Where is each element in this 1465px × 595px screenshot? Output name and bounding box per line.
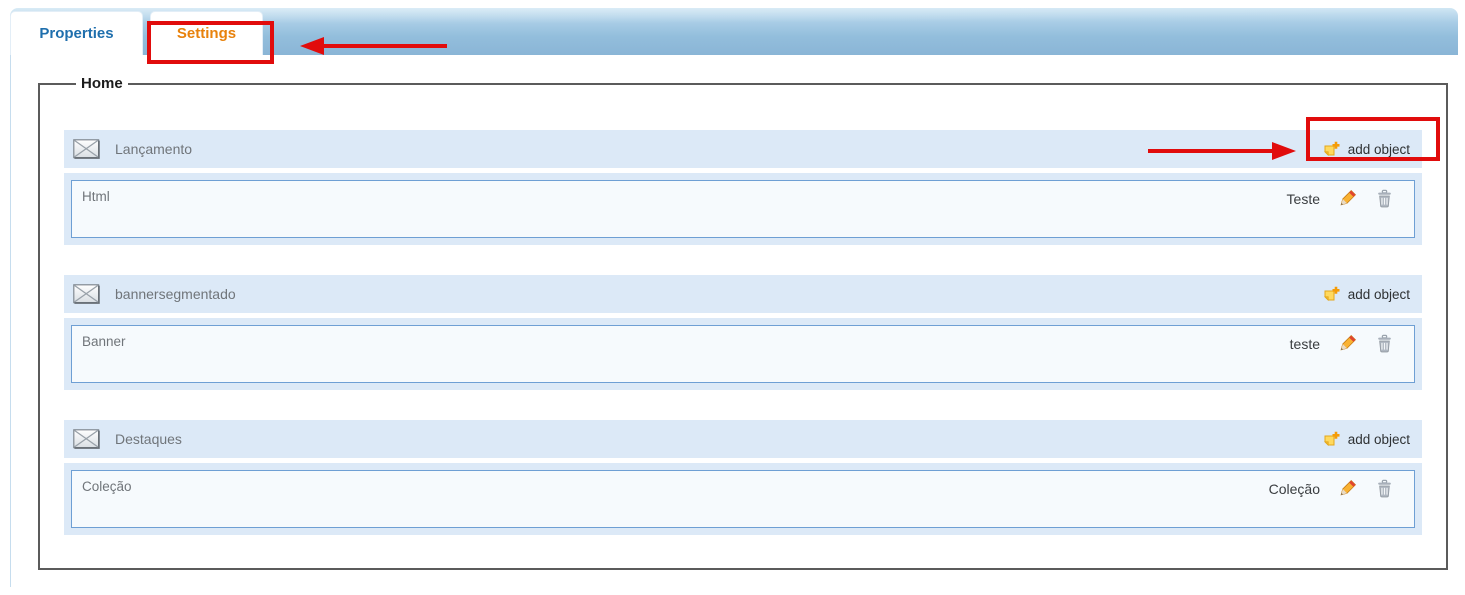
- object-name: Teste: [1286, 190, 1320, 207]
- delete-trash-icon[interactable]: [1375, 189, 1394, 208]
- add-object-icon: [1323, 141, 1340, 156]
- add-object-label: add object: [1347, 431, 1410, 447]
- delete-trash-icon[interactable]: [1375, 334, 1394, 353]
- add-object-button[interactable]: add object: [1323, 431, 1410, 448]
- fieldset-legend: Home: [81, 75, 123, 92]
- section-lancamento: Lançamento add object Html Teste: [64, 130, 1422, 245]
- section-header: Lançamento add object: [64, 130, 1422, 168]
- object-row: Banner teste: [71, 325, 1415, 383]
- object-type-label: Banner: [82, 334, 126, 349]
- envelope-icon: [73, 429, 100, 449]
- section-header: bannersegmentado add object: [64, 275, 1422, 313]
- section-header: Destaques add object: [64, 420, 1422, 458]
- object-type-label: Html: [82, 189, 110, 204]
- section-title: Destaques: [115, 431, 182, 447]
- object-type-label: Coleção: [82, 479, 132, 494]
- edit-pencil-icon[interactable]: [1338, 189, 1357, 208]
- tab-settings-label: Settings: [176, 25, 237, 42]
- envelope-icon: [73, 139, 100, 159]
- object-row: Coleção Coleção: [71, 470, 1415, 528]
- add-object-button[interactable]: add object: [1323, 141, 1410, 158]
- edit-pencil-icon[interactable]: [1338, 334, 1357, 353]
- edit-pencil-icon[interactable]: [1338, 479, 1357, 498]
- section-body: Banner teste: [64, 318, 1422, 390]
- object-name: teste: [1289, 335, 1320, 352]
- add-object-label: add object: [1347, 141, 1410, 157]
- add-object-icon: [1323, 431, 1340, 446]
- object-row: Html Teste: [71, 180, 1415, 238]
- section-title: Lançamento: [115, 141, 193, 157]
- add-object-button[interactable]: add object: [1323, 286, 1410, 303]
- tab-settings[interactable]: Settings: [150, 11, 263, 55]
- section-bannersegmentado: bannersegmentado add object Banner teste: [64, 275, 1422, 390]
- tab-content-panel: Home Lançamento add object: [10, 55, 1465, 587]
- section-body: Html Teste: [64, 173, 1422, 245]
- home-fieldset: Home Lançamento add object: [38, 75, 1448, 570]
- section-destaques: Destaques add object Coleção Coleção: [64, 420, 1422, 535]
- object-name: Coleção: [1268, 480, 1320, 497]
- section-title: bannersegmentado: [115, 286, 236, 302]
- delete-trash-icon[interactable]: [1375, 479, 1394, 498]
- tab-properties-label: Properties: [39, 25, 114, 42]
- section-body: Coleção Coleção: [64, 463, 1422, 535]
- add-object-label: add object: [1347, 286, 1410, 302]
- envelope-icon: [73, 284, 100, 304]
- add-object-icon: [1323, 286, 1340, 301]
- tab-bar: Properties Settings: [10, 8, 1458, 55]
- tab-properties[interactable]: Properties: [10, 11, 143, 55]
